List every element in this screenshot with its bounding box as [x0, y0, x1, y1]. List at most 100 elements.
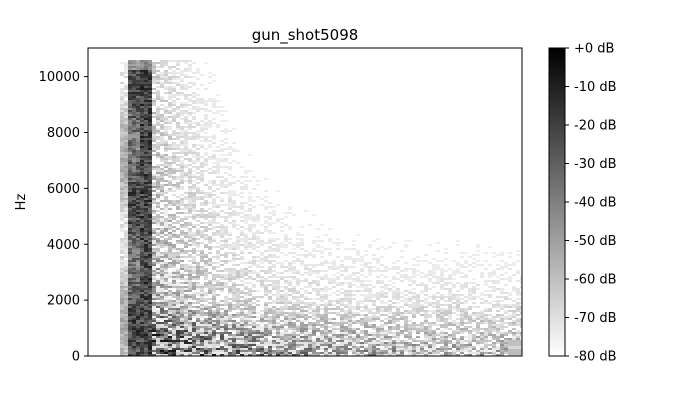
spectrogram-cell — [264, 332, 268, 334]
spectrogram-cell — [380, 296, 384, 298]
spectrogram-cell — [208, 136, 212, 138]
spectrogram-cell — [256, 264, 260, 266]
spectrogram-cell — [360, 302, 364, 304]
spectrogram-cell — [140, 326, 144, 328]
spectrogram-cell — [372, 342, 376, 344]
spectrogram-cell — [168, 220, 172, 222]
spectrogram-cell — [188, 314, 192, 316]
spectrogram-cell — [412, 310, 416, 312]
spectrogram-cell — [292, 244, 296, 246]
spectrogram-cell — [188, 190, 192, 192]
spectrogram-cell — [148, 104, 152, 106]
spectrogram-cell — [164, 220, 168, 222]
spectrogram-cell — [236, 238, 240, 240]
spectrogram-cell — [156, 184, 160, 186]
spectrogram-cell — [300, 306, 304, 308]
spectrogram-cell — [124, 64, 128, 66]
spectrogram-cell — [168, 302, 172, 304]
spectrogram-cell — [176, 284, 180, 286]
spectrogram-cell — [136, 230, 140, 232]
spectrogram-cell — [344, 310, 348, 312]
spectrogram-cell — [192, 282, 196, 284]
spectrogram-cell — [196, 266, 200, 268]
spectrogram-cell — [172, 308, 176, 310]
spectrogram-cell — [144, 160, 148, 162]
spectrogram-cell — [180, 152, 184, 154]
spectrogram-cell — [144, 206, 148, 208]
spectrogram-cell — [308, 282, 312, 284]
spectrogram-cell — [292, 334, 296, 336]
spectrogram-cell — [376, 298, 380, 300]
spectrogram-cell — [128, 180, 132, 182]
spectrogram-cell — [168, 256, 172, 258]
spectrogram-cell — [336, 352, 340, 354]
spectrogram-cell — [208, 348, 212, 350]
spectrogram-cell — [248, 214, 252, 216]
spectrogram-cell — [200, 204, 204, 206]
spectrogram-cell — [120, 108, 124, 110]
spectrogram-cell — [136, 192, 140, 194]
spectrogram-cell — [132, 118, 136, 120]
spectrogram-cell — [128, 228, 132, 230]
spectrogram-cell — [224, 260, 228, 262]
spectrogram-cell — [384, 352, 388, 354]
spectrogram-cell — [188, 234, 192, 236]
spectrogram-cell — [312, 350, 316, 352]
spectrogram-cell — [240, 238, 244, 240]
spectrogram-cell — [260, 270, 264, 272]
spectrogram-cell — [308, 284, 312, 286]
spectrogram-cell — [268, 266, 272, 268]
spectrogram-cell — [192, 156, 196, 158]
spectrogram-cell — [144, 170, 148, 172]
spectrogram-cell — [300, 300, 304, 302]
spectrogram-cell — [164, 328, 168, 330]
spectrogram-cell — [224, 310, 228, 312]
spectrogram-cell — [240, 334, 244, 336]
spectrogram-cell — [156, 222, 160, 224]
spectrogram-cell — [188, 168, 192, 170]
spectrogram-cell — [212, 338, 216, 340]
spectrogram-cell — [208, 172, 212, 174]
spectrogram-cell — [176, 122, 180, 124]
spectrogram-cell — [204, 306, 208, 308]
spectrogram-cell — [304, 278, 308, 280]
spectrogram-cell — [136, 220, 140, 222]
spectrogram-cell — [204, 222, 208, 224]
spectrogram-cell — [392, 354, 396, 356]
spectrogram-cell — [400, 342, 404, 344]
spectrogram-cell — [220, 234, 224, 236]
spectrogram-cell — [148, 286, 152, 288]
spectrogram-cell — [168, 202, 172, 204]
spectrogram-cell — [208, 272, 212, 274]
spectrogram-cell — [192, 92, 196, 94]
spectrogram-cell — [128, 76, 132, 78]
spectrogram-cell — [120, 286, 124, 288]
spectrogram-cell — [160, 168, 164, 170]
spectrogram-cell — [264, 208, 268, 210]
spectrogram-cell — [180, 106, 184, 108]
spectrogram-cell — [144, 90, 148, 92]
spectrogram-cell — [280, 326, 284, 328]
spectrogram-cell — [324, 312, 328, 314]
spectrogram-cell — [304, 302, 308, 304]
spectrogram-cell — [176, 206, 180, 208]
spectrogram-cell — [136, 204, 140, 206]
spectrogram-cell — [256, 220, 260, 222]
spectrogram-cell — [124, 86, 128, 88]
spectrogram-cell — [260, 340, 264, 342]
spectrogram-cell — [188, 70, 192, 72]
spectrogram-cell — [236, 336, 240, 338]
spectrogram-cell — [196, 102, 200, 104]
spectrogram-cell — [288, 266, 292, 268]
spectrogram-cell — [384, 314, 388, 316]
spectrogram-cell — [136, 118, 140, 120]
spectrogram-cell — [128, 134, 132, 136]
spectrogram-cell — [180, 142, 184, 144]
spectrogram-cell — [172, 258, 176, 260]
spectrogram-cell — [268, 276, 272, 278]
spectrogram-cell — [192, 298, 196, 300]
spectrogram-cell — [168, 276, 172, 278]
spectrogram-cell — [260, 354, 264, 356]
spectrogram-cell — [128, 68, 132, 70]
spectrogram-cell — [200, 288, 204, 290]
